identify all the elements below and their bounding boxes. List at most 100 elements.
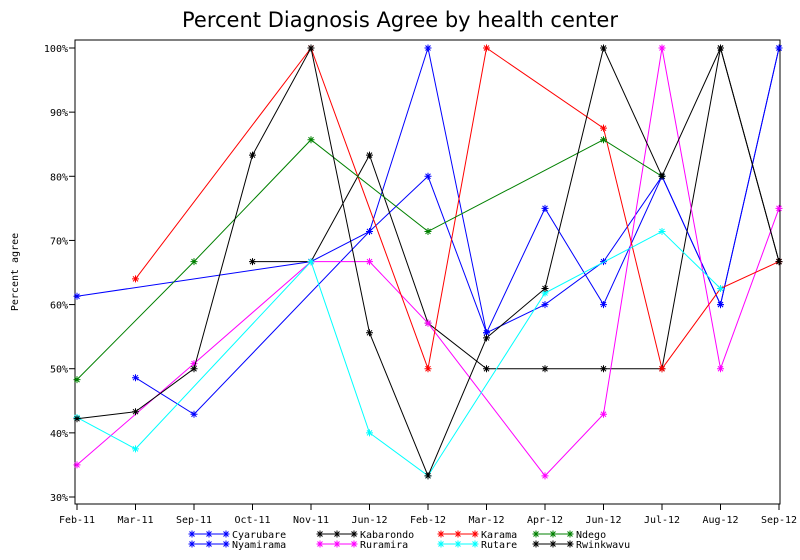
y-tick-label: 30% — [50, 493, 68, 504]
data-point-nyamirama — [600, 258, 607, 266]
data-point-rwinkwavu — [717, 44, 724, 52]
data-point-nyamirama — [717, 301, 724, 309]
data-point-karama — [600, 124, 607, 132]
data-point-rwinkwavu — [73, 415, 81, 423]
legend-item-ruramira: Ruramira — [316, 540, 408, 551]
data-point-nyamirama — [541, 301, 549, 309]
x-tick-label: Mar-11 — [117, 515, 153, 526]
legend-label: Nyamirama — [232, 540, 286, 551]
legend-marker — [205, 540, 213, 548]
legend-item-ndego: Ndego — [532, 530, 606, 541]
x-tick-label: Jun-12 — [585, 515, 621, 526]
data-point-ruramira — [717, 365, 724, 373]
legend-marker — [532, 530, 540, 538]
data-point-kabarondo — [366, 151, 373, 159]
series-karama — [132, 44, 783, 373]
data-point-ndego — [600, 136, 607, 144]
legend-marker — [437, 530, 445, 538]
legend-marker — [333, 530, 341, 538]
data-point-ndego — [190, 258, 198, 266]
data-point-ruramira — [600, 410, 607, 418]
legend-label: Karama — [481, 530, 517, 541]
data-point-kabarondo — [483, 365, 490, 373]
data-point-kabarondo — [249, 258, 256, 266]
legend-item-karama: Karama — [437, 530, 517, 541]
series-rutare — [73, 227, 724, 480]
data-point-rwinkwavu — [658, 172, 666, 180]
legend-label: Ruramira — [360, 540, 408, 551]
data-point-nyamirama — [73, 292, 81, 300]
legend-marker — [471, 540, 479, 548]
y-axis: 30% 40% 50% 60% 70% 80% 90% 100% — [44, 44, 75, 504]
series-ruramira — [73, 44, 783, 480]
data-point-ndego — [424, 227, 432, 235]
legend-item-rwinkwavu: Rwinkwavu — [532, 540, 630, 551]
legend-marker — [454, 540, 462, 548]
legend-item-rutare: Rutare — [437, 540, 517, 551]
legend-marker — [333, 540, 341, 548]
data-point-cyarubare — [600, 301, 607, 309]
data-point-ruramira — [424, 319, 432, 327]
legend-label: Rwinkwavu — [576, 540, 630, 551]
data-point-ndego — [307, 136, 315, 144]
data-point-karama — [424, 365, 432, 373]
legend-item-kabarondo: Kabarondo — [316, 530, 414, 541]
legend-marker — [454, 530, 462, 538]
data-point-nyamirama — [366, 227, 373, 235]
x-tick-label: Sep-12 — [761, 515, 797, 526]
plot-frame — [74, 39, 781, 505]
series-line-karama — [135, 46, 780, 371]
series-line-rutare — [76, 230, 721, 477]
data-point-rwinkwavu — [366, 329, 373, 337]
data-point-ruramira — [775, 204, 783, 212]
series-rwinkwavu — [73, 44, 783, 480]
legend-marker — [532, 540, 540, 548]
data-point-ruramira — [541, 472, 549, 480]
y-tick-label: 40% — [50, 429, 68, 440]
legend-label: Ndego — [576, 530, 606, 541]
x-tick-label: Feb-11 — [59, 515, 95, 526]
data-point-rwinkwavu — [600, 44, 607, 52]
legend-marker — [549, 540, 557, 548]
y-tick-label: 70% — [50, 236, 68, 247]
legend-marker — [549, 530, 557, 538]
data-point-rutare — [307, 258, 315, 266]
legend-marker — [350, 540, 358, 548]
data-point-rwinkwavu — [424, 472, 432, 480]
x-tick-label: Apr-12 — [527, 515, 563, 526]
data-point-cyarubare — [541, 204, 549, 212]
legend-marker — [566, 530, 574, 538]
x-tick-label: Jul-12 — [644, 515, 680, 526]
data-point-nyamirama — [775, 44, 783, 52]
data-point-rwinkwavu — [132, 408, 139, 416]
series-line-ruramira — [76, 47, 780, 477]
data-point-rutare — [541, 289, 549, 297]
data-point-kabarondo — [541, 365, 549, 373]
data-point-ndego — [73, 376, 81, 384]
legend-marker — [350, 530, 358, 538]
data-point-ruramira — [190, 360, 198, 368]
series-kabarondo — [249, 44, 783, 373]
data-point-ruramira — [658, 44, 666, 52]
legend-marker — [471, 530, 479, 538]
data-point-rwinkwavu — [190, 365, 198, 373]
data-point-ruramira — [73, 461, 81, 469]
x-tick-label: Nov-11 — [293, 515, 329, 526]
x-axis: Feb-11 Mar-11 Sep-11 Oct-11 Nov-11 Jun-12 Feb-… — [59, 504, 797, 526]
data-point-kabarondo — [600, 365, 607, 373]
data-point-rwinkwavu — [775, 258, 783, 266]
chart-title: Percent Diagnosis Agree by health center — [182, 8, 618, 32]
legend-item-cyarubare: Cyarubare — [188, 530, 286, 541]
y-tick-label: 100% — [44, 44, 68, 55]
data-point-karama — [483, 44, 490, 52]
data-point-rwinkwavu — [541, 285, 549, 293]
x-tick-label: Aug-12 — [702, 515, 738, 526]
series-layer — [73, 44, 783, 480]
legend-item-nyamirama: Nyamirama — [188, 540, 286, 551]
legend-marker — [188, 530, 196, 538]
legend-marker — [437, 540, 445, 548]
y-axis-label: Percent agree — [10, 233, 21, 311]
data-point-ruramira — [366, 258, 373, 266]
